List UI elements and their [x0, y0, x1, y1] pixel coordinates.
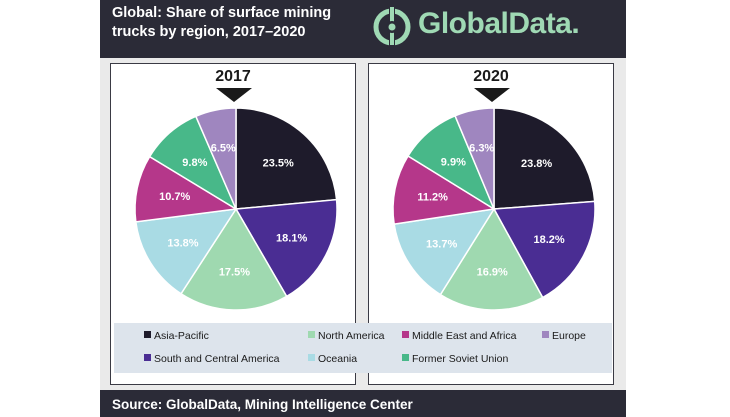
legend-item-north-america: North America: [308, 329, 385, 343]
chart-year-2020: 2020: [473, 68, 509, 85]
legend-item-oceania: Oceania: [308, 352, 357, 366]
legend-swatch: [402, 331, 409, 338]
pie-slice-south-and-central-america: [234, 198, 338, 298]
legend-label: Asia-Pacific: [154, 330, 209, 342]
pie-slice-oceania: [134, 208, 238, 295]
footer-bar: Source: GlobalData, Mining Intelligence …: [100, 390, 626, 417]
pie-label-oceania: 13.8%: [167, 237, 198, 249]
pie-slice-oceania: [393, 208, 496, 296]
legend-item-former-soviet-union: Former Soviet Union: [402, 352, 508, 366]
pie-chart-2020: 23.8% 18.2% 16.9% 13.7% 11.2% 9.9%6.3%: [392, 107, 596, 311]
pie-label-asia-pacific: 23.5%: [263, 158, 294, 170]
legend-label: Former Soviet Union: [412, 353, 509, 365]
legend-swatch: [144, 354, 151, 361]
arrow-down-icon: [216, 88, 252, 102]
pie-label-middle-east-and-africa: 10.7%: [159, 191, 190, 203]
legend-label: Oceania: [318, 353, 358, 365]
pie-label-middle-east-and-africa: 11.2%: [417, 191, 448, 203]
infographic: Global: Share of surface mining trucks b…: [100, 0, 626, 417]
pie-label-south-and-central-america: 18.1%: [276, 233, 307, 245]
source-note: Source: GlobalData, Mining Intelligence …: [112, 397, 413, 412]
legend-label: South and Central America: [154, 353, 280, 365]
legend-label: North America: [318, 330, 385, 342]
arrow-down-icon: [474, 88, 510, 102]
legend-swatch: [308, 331, 315, 338]
pie-slice-europe: [194, 107, 237, 210]
legend-item-europe: Europe: [542, 329, 586, 343]
pie-label-asia-pacific: 23.8%: [521, 158, 552, 170]
pie-slice-middle-east-and-africa: [134, 155, 239, 223]
legend-swatch: [542, 331, 549, 338]
pie-slice-north-america: [179, 207, 288, 311]
legend-item-asia-pacific: Asia-Pacific: [144, 329, 209, 343]
header-bar: Global: Share of surface mining trucks b…: [100, 0, 626, 58]
pie-label-north-america: 16.9%: [477, 267, 508, 279]
pie-label-former-soviet-union: 9.8%: [182, 157, 207, 169]
legend-swatch: [402, 354, 409, 361]
pie-label-europe: 6.3%: [469, 143, 494, 155]
pie-slice-north-america: [439, 207, 544, 311]
legend-swatch: [308, 354, 315, 361]
legend-item-middle-east-and-africa: Middle East and Africa: [402, 329, 516, 343]
pie-label-oceania: 13.7%: [426, 238, 457, 250]
globaldata-logo-icon: [373, 5, 411, 47]
chart-title: Global: Share of surface mining trucks b…: [112, 5, 332, 40]
legend-label: Europe: [552, 330, 586, 342]
chart-year-2017: 2017: [215, 68, 251, 85]
pie-chart-2017: 23.5% 18.1% 17.5% 13.8% 10.7% 9.8% 6.5%: [134, 107, 338, 311]
legend-item-south-and-central-america: South and Central America: [144, 352, 280, 366]
pie-slice-asia-pacific: [493, 107, 596, 210]
pie-label-south-and-central-america: 18.2%: [533, 234, 564, 246]
legend: Asia-Pacific North America Middle East a…: [114, 323, 612, 373]
brand-name: GlobalData.: [418, 7, 580, 40]
pie-label-north-america: 17.5%: [219, 267, 250, 279]
pie-label-europe: 6.5%: [211, 143, 236, 155]
legend-swatch: [144, 331, 151, 338]
globaldata-logo: GlobalData.: [372, 3, 620, 49]
pie-slice-europe: [454, 107, 495, 210]
pie-slice-south-and-central-america: [492, 200, 596, 299]
pie-slice-middle-east-and-africa: [392, 154, 497, 226]
pie-slice-asia-pacific: [235, 107, 338, 210]
legend-label: Middle East and Africa: [412, 330, 517, 342]
pie-label-former-soviet-union: 9.9%: [441, 156, 466, 168]
